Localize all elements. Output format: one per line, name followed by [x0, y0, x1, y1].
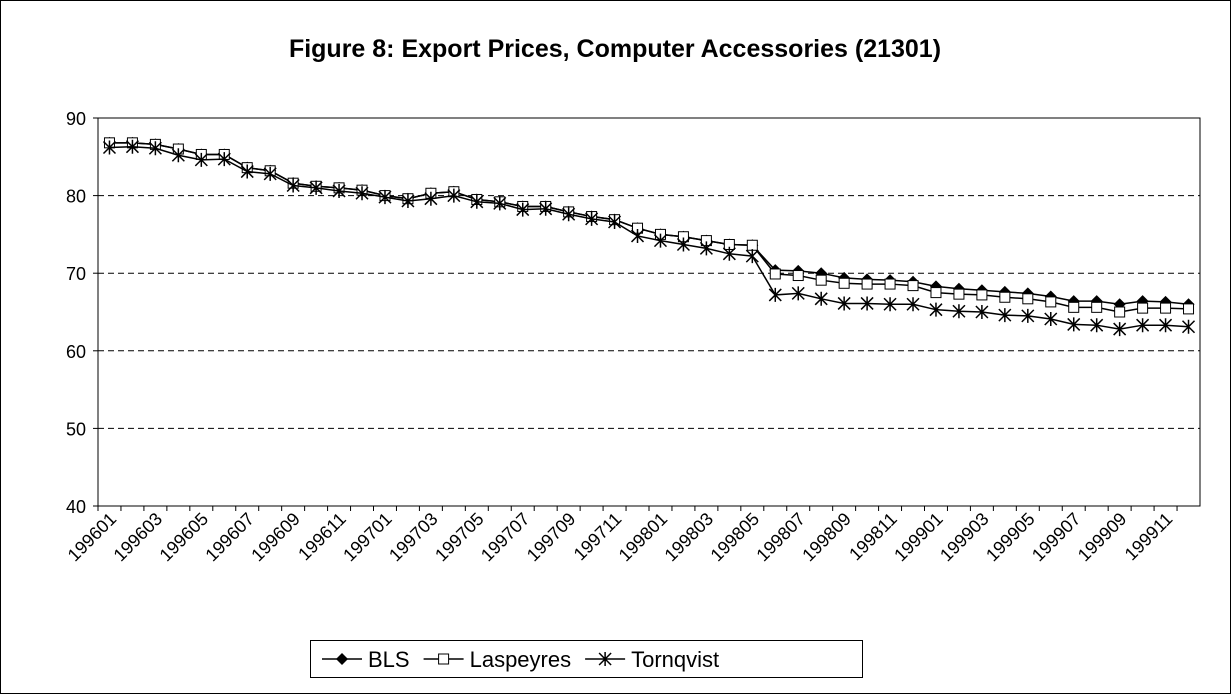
marker-asterisk — [217, 152, 231, 167]
y-tick-label: 40 — [66, 497, 86, 517]
marker-square — [976, 289, 988, 301]
marker-asterisk — [608, 214, 622, 229]
marker-asterisk — [998, 308, 1012, 323]
marker-asterisk — [1021, 308, 1035, 323]
marker-asterisk — [1136, 318, 1150, 333]
marker-asterisk — [1044, 311, 1058, 326]
series-line — [109, 145, 1189, 330]
marker-asterisk — [722, 246, 736, 261]
marker-asterisk — [539, 201, 553, 216]
marker-asterisk — [286, 178, 300, 193]
marker-asterisk — [883, 297, 897, 312]
plot-area — [97, 117, 1201, 507]
marker-asterisk — [332, 183, 346, 198]
marker-asterisk — [860, 296, 874, 311]
marker-asterisk — [1159, 318, 1173, 333]
marker-asterisk — [171, 148, 185, 163]
y-tick-label: 90 — [66, 109, 86, 129]
marker-square — [746, 239, 758, 251]
marker-asterisk — [102, 140, 117, 155]
marker-asterisk — [653, 233, 668, 248]
marker-diamond — [336, 653, 348, 665]
marker-asterisk — [791, 286, 805, 301]
y-tick-label: 80 — [66, 187, 86, 207]
marker-asterisk — [1181, 319, 1196, 334]
marker-square — [1045, 296, 1057, 308]
marker-asterisk — [447, 188, 461, 203]
marker-square — [1114, 306, 1126, 318]
marker-square — [438, 653, 450, 665]
marker-asterisk — [837, 296, 851, 311]
marker-asterisk — [952, 304, 966, 319]
legend: BLS Laspeyres Tornqvist — [310, 640, 863, 678]
marker-square — [930, 287, 942, 299]
chart-title: Figure 8: Export Prices, Computer Access… — [289, 35, 941, 63]
marker-asterisk — [309, 180, 323, 195]
marker-square — [769, 268, 781, 280]
marker-square — [884, 278, 896, 290]
marker-asterisk — [1113, 322, 1127, 337]
marker-asterisk — [194, 152, 208, 167]
marker-square — [907, 280, 919, 292]
marker-asterisk — [975, 305, 989, 319]
marker-asterisk — [929, 302, 943, 317]
marker-square — [1022, 293, 1034, 305]
legend-label: Laspeyres — [470, 647, 572, 672]
marker-asterisk — [699, 241, 713, 256]
marker-square — [1137, 302, 1149, 314]
marker-asterisk — [401, 194, 415, 209]
marker-asterisk — [562, 207, 576, 222]
y-tick-label: 50 — [66, 419, 86, 439]
marker-asterisk — [125, 139, 139, 154]
marker-square — [953, 288, 965, 300]
marker-asterisk — [148, 141, 162, 156]
marker-asterisk — [424, 191, 438, 206]
marker-asterisk — [516, 202, 530, 217]
marker-asterisk — [1090, 318, 1104, 333]
marker-asterisk — [493, 196, 507, 211]
marker-asterisk — [240, 164, 254, 179]
y-tick-label: 70 — [66, 264, 86, 284]
marker-asterisk — [630, 228, 645, 243]
marker-square — [1183, 303, 1195, 315]
marker-asterisk — [906, 297, 920, 312]
y-tick-label: 60 — [66, 342, 86, 362]
marker-square — [1091, 301, 1103, 313]
legend-label: Tornqvist — [631, 647, 719, 672]
marker-asterisk — [585, 211, 599, 226]
marker-square — [999, 291, 1011, 303]
marker-asterisk — [768, 287, 782, 302]
marker-asterisk — [676, 237, 690, 252]
marker-asterisk — [745, 249, 759, 264]
marker-asterisk — [470, 194, 484, 209]
marker-asterisk — [378, 190, 392, 205]
marker-asterisk — [263, 166, 277, 181]
marker-square — [861, 278, 873, 290]
marker-asterisk — [355, 186, 369, 201]
legend-label: BLS — [368, 647, 410, 672]
marker-square — [838, 277, 850, 289]
marker-asterisk — [598, 652, 612, 666]
marker-square — [792, 270, 804, 282]
marker-square — [815, 274, 827, 286]
marker-asterisk — [1067, 317, 1081, 332]
marker-square — [1068, 301, 1080, 313]
marker-square — [1160, 302, 1172, 314]
marker-asterisk — [814, 291, 828, 306]
